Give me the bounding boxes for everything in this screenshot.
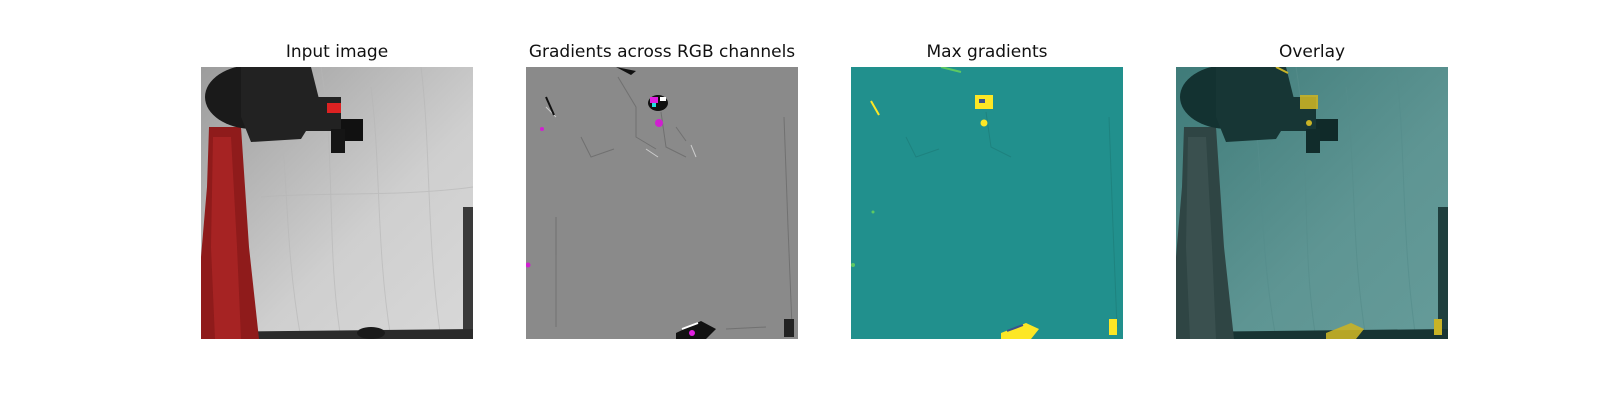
panel-title: Max gradients <box>926 42 1048 62</box>
rgb-gradient-image <box>526 67 798 339</box>
input-image <box>201 67 473 339</box>
overlay-image <box>1176 67 1448 339</box>
panel-title: Overlay <box>1278 42 1346 62</box>
panel-title: Gradients across RGB channels <box>528 42 796 62</box>
max-gradient-image <box>851 67 1123 339</box>
panel-title: Input image <box>285 42 389 62</box>
